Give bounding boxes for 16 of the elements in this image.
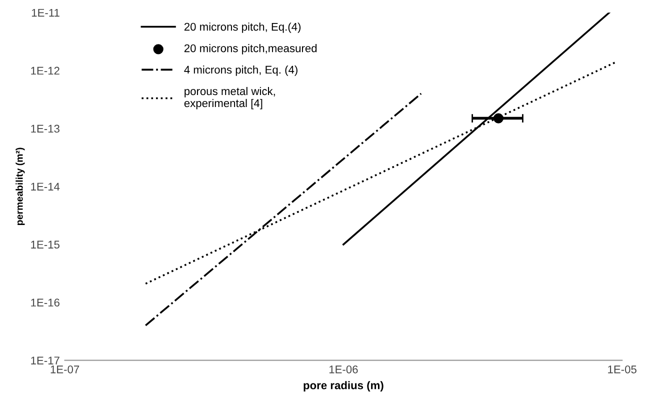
x-tick-label: 1E-05 <box>608 365 636 374</box>
y-tick-label: 1E-17 <box>31 356 60 364</box>
y-tick-label: 1E-14 <box>31 182 60 190</box>
y-tick-label: 1E-13 <box>31 124 60 133</box>
legend-label: 4 microns pitch, Eq. (4) <box>184 66 298 76</box>
y-axis-title: permeability (m²) <box>16 148 25 225</box>
y-tick-label: 1E-12 <box>31 66 60 75</box>
x-tick-label: 1E-06 <box>329 365 358 374</box>
legend-label: 20 microns pitch, Eq.(4) <box>184 22 301 33</box>
legend-label: porous metal wick, experimental [4] <box>184 86 275 110</box>
y-tick-label: 1E-15 <box>31 240 60 249</box>
y-tick-label: 1E-16 <box>31 298 60 307</box>
x-tick-label: 1E-07 <box>50 365 80 374</box>
x-axis-title: pore radius (m) <box>304 381 384 392</box>
legend-label: 20 microns pitch,measured <box>184 44 317 54</box>
y-tick-label: 1E-11 <box>32 8 60 17</box>
